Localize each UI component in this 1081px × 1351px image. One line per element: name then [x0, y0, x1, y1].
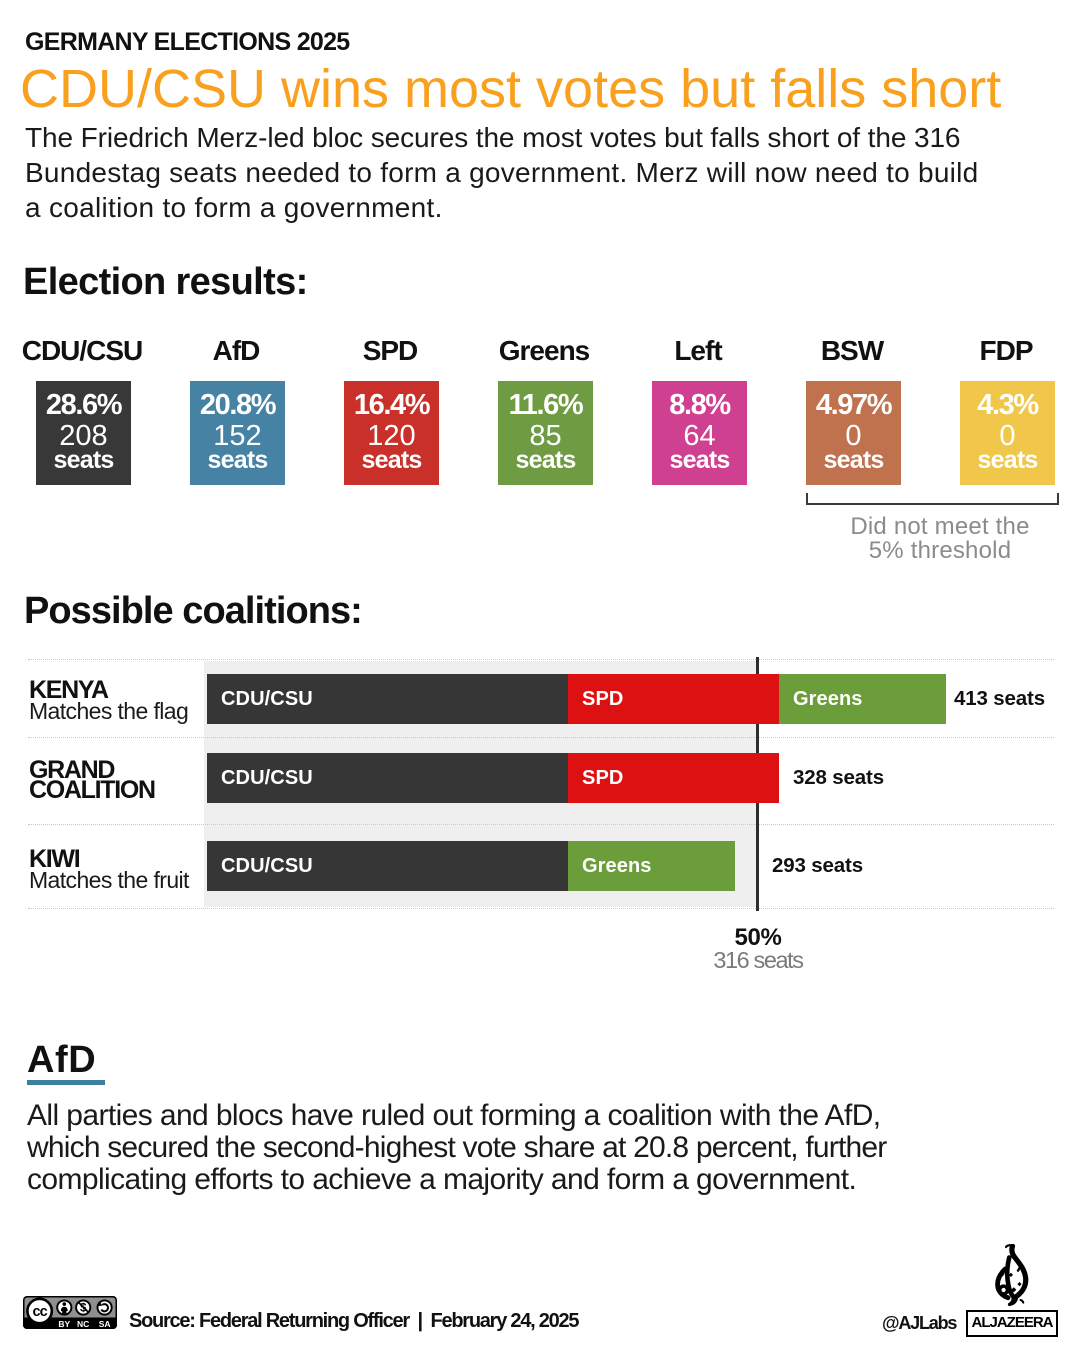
svg-text:cc: cc	[33, 1304, 48, 1320]
svg-text:SA: SA	[99, 1319, 111, 1329]
svg-text:$: $	[80, 1303, 87, 1315]
svg-text:BY: BY	[58, 1319, 70, 1329]
svg-text:NC: NC	[77, 1319, 89, 1329]
